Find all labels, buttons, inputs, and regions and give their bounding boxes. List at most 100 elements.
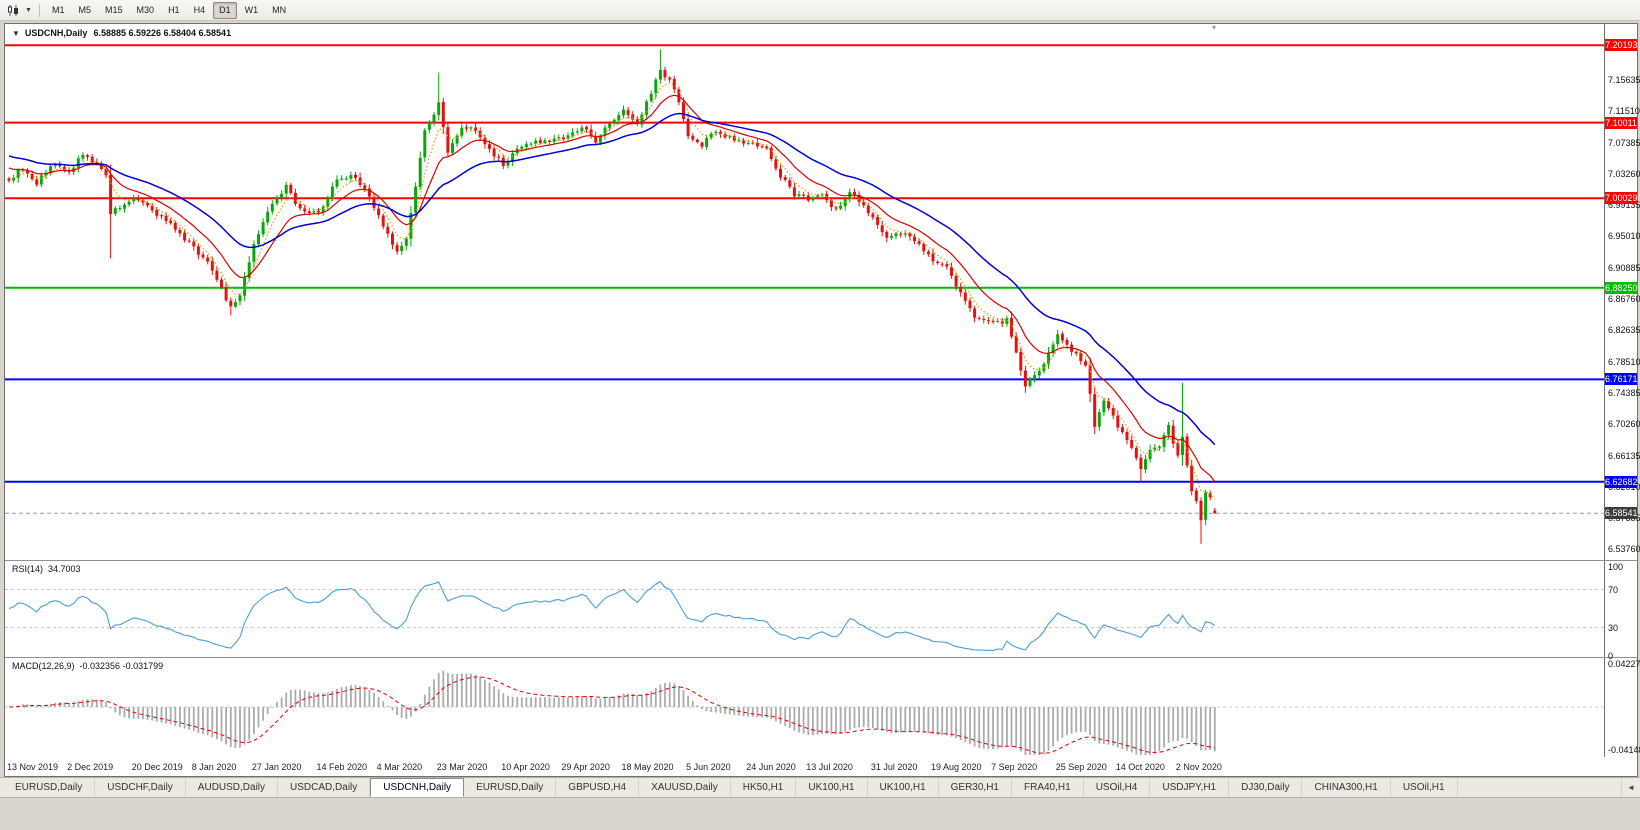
date-axis-label: 18 May 2020 (621, 762, 674, 772)
macd-axis-max: 0.042275 (1608, 659, 1640, 669)
price-axis-tick: 6.66135 (1608, 450, 1640, 461)
chart-tab-fra40-h1[interactable]: FRA40,H1 (1012, 778, 1084, 797)
chart-window: ▼ USDCNH,Daily 6.58885 6.59226 6.58404 6… (4, 23, 1640, 777)
price-level-tag: 6.62682 (1605, 475, 1638, 488)
macd-histogram (12, 670, 1216, 755)
symbol-period-label: USDCNH,Daily (24, 28, 88, 38)
window-bottom-area (0, 798, 1640, 830)
date-axis-label: 2 Dec 2019 (67, 762, 114, 772)
timeframe-buttons: M1 M5 M15 M30 H1 H4 D1 W1 MN (45, 0, 293, 20)
rsi-value: 34.7003 (48, 564, 81, 574)
date-axis-label: 13 Nov 2019 (7, 762, 59, 772)
date-axis-label: 10 Apr 2020 (501, 762, 550, 772)
chart-tab-uk100-h1[interactable]: UK100,H1 (796, 778, 868, 797)
tab-scroll-left-button[interactable]: ◄ (1621, 778, 1640, 797)
chart-tab-usdchf-daily[interactable]: USDCHF,Daily (95, 778, 186, 797)
rsi-axis-tick: 0 (1608, 651, 1614, 661)
chart-tab-gbpusd-h4[interactable]: GBPUSD,H4 (556, 778, 640, 797)
date-axis-label: 19 Aug 2020 (931, 762, 982, 772)
price-axis-tick: 6.74385 (1608, 387, 1640, 398)
chart-tab-xauusd-daily[interactable]: XAUUSD,Daily (639, 778, 731, 797)
timeframe-button-h1[interactable]: H1 (168, 5, 180, 15)
price-axis-tick: 7.11510 (1608, 106, 1640, 117)
pane-separator-rsi[interactable] (5, 560, 1637, 561)
date-axis-label: 2 Nov 2020 (1175, 762, 1222, 772)
chart-tab-ger30-h1[interactable]: GER30,H1 (939, 778, 1012, 797)
chart-shift-marker[interactable]: ▾ (1212, 23, 1217, 32)
date-axis-label: 14 Feb 2020 (316, 762, 368, 772)
chart-tab-hk50-h1[interactable]: HK50,H1 (731, 778, 797, 797)
price-axis-tick: 6.82635 (1608, 325, 1640, 336)
price-level-tag: 7.00029 (1605, 192, 1638, 205)
price-axis-tick: 7.15635 (1608, 74, 1640, 85)
price-axis-tick: 6.86760 (1608, 294, 1640, 304)
price-level-tag: 7.10011 (1605, 116, 1637, 129)
chart-tab-usdcad-daily[interactable]: USDCAD,Daily (278, 778, 371, 797)
date-axis-label: 8 Jan 2020 (191, 762, 237, 772)
chevron-down-icon[interactable]: ▼ (25, 6, 32, 14)
candlestick-chart-icon[interactable] (3, 2, 23, 19)
timeframe-button-m15[interactable]: M15 (105, 5, 123, 15)
price-chart-canvas[interactable] (5, 24, 1604, 757)
date-axis-label: 23 Mar 2020 (436, 762, 488, 772)
price-axis-tick: 7.03260 (1608, 168, 1640, 179)
chart-tab-audusd-daily[interactable]: AUDUSD,Daily (186, 778, 279, 797)
toolbar-separator (39, 3, 40, 17)
chart-tabs-bar: EURUSD,Daily USDCHF,Daily AUDUSD,Daily USDC… (0, 777, 1640, 798)
macd-axis-min: -0.041485 (1608, 745, 1640, 755)
date-axis-label: 7 Sep 2020 (991, 762, 1038, 772)
chart-tab-eurusd-daily[interactable]: EURUSD,Daily (3, 778, 96, 797)
pane-separator-macd[interactable] (5, 657, 1637, 658)
date-axis-label: 29 Apr 2020 (561, 762, 610, 772)
moving-average-5 (8, 82, 1216, 501)
rsi-name: RSI(14) (12, 564, 44, 574)
rsi-axis-tick: 30 (1608, 622, 1619, 633)
chart-tab-eurusd-daily[interactable]: EURUSD,Daily (464, 778, 557, 797)
macd-signal-line (8, 676, 1215, 754)
price-level-tag: 6.76171 (1605, 373, 1638, 386)
chart-tab-usdjpy-h1[interactable]: USDJPY,H1 (1150, 778, 1230, 797)
timeframe-button-d1[interactable]: D1 (213, 1, 237, 19)
timeframe-button-m5[interactable]: M5 (78, 5, 92, 15)
date-axis-label: 24 Jun 2020 (746, 762, 796, 772)
price-axis-line (1604, 24, 1605, 757)
timeframe-button-w1[interactable]: W1 (244, 5, 259, 15)
triangle-down-icon[interactable]: ▼ (12, 28, 20, 38)
chart-title: ▼ USDCNH,Daily 6.58885 6.59226 6.58404 6… (12, 28, 231, 38)
price-axis-tick: 6.78510 (1608, 356, 1640, 367)
macd-values: -0.032356 -0.031799 (79, 661, 164, 671)
chart-tab-usoil-h1[interactable]: USOil,H1 (1391, 778, 1458, 797)
current-price-tag: 6.58541 (1605, 507, 1638, 520)
chart-tab-china300-h1[interactable]: CHINA300,H1 (1302, 778, 1391, 797)
macd-label: MACD(12,26,9) -0.032356 -0.031799 (12, 661, 163, 671)
chart-tab-uk100-h1[interactable]: UK100,H1 (868, 778, 939, 797)
price-axis-tick: 7.07385 (1608, 137, 1640, 148)
price-axis-tick: 6.53760 (1608, 544, 1640, 555)
timeframe-button-m30[interactable]: M30 (136, 5, 155, 15)
price-axis-tick: 6.99135 (1608, 200, 1640, 211)
toolbar: ▼ M1 M5 M15 M30 H1 H4 D1 W1 MN (0, 0, 1640, 21)
price-level-tag: 6.88250 (1605, 281, 1638, 294)
date-axis-label: 25 Sep 2020 (1055, 762, 1107, 772)
moving-average-30 (8, 112, 1216, 446)
rsi-axis-tick: 100 (1608, 562, 1624, 572)
rsi-label: RSI(14) 34.7003 (12, 564, 81, 574)
chart-tab-dj30-daily[interactable]: DJ30,Daily (1229, 778, 1303, 797)
rsi-axis-tick: 70 (1608, 584, 1619, 595)
macd-name: MACD(12,26,9) (12, 661, 75, 671)
ohlc-values: 6.58885 6.59226 6.58404 6.58541 (93, 28, 232, 38)
timeframe-button-h4[interactable]: H4 (193, 5, 206, 15)
timeframe-button-mn[interactable]: MN (272, 5, 287, 15)
price-level-tag: 7.20193 (1605, 39, 1638, 52)
date-axis-label: 14 Oct 2020 (1115, 762, 1165, 772)
date-axis[interactable]: 13 Nov 2019 2 Dec 2019 20 Dec 2019 8 Jan 20… (5, 758, 1604, 776)
chart-tab-usoil-h4[interactable]: USOil,H4 (1084, 778, 1151, 797)
date-axis-label: 13 Jul 2020 (806, 762, 853, 772)
price-axis-tick: 6.70260 (1608, 419, 1640, 430)
moving-average-12 (8, 94, 1216, 482)
date-axis-label: 20 Dec 2019 (131, 762, 183, 772)
timeframe-button-m1[interactable]: M1 (52, 5, 65, 15)
date-axis-label: 4 Mar 2020 (376, 762, 423, 772)
price-axis-tick: 6.90885 (1608, 262, 1640, 273)
chart-tab-usdcnh-daily[interactable]: USDCNH,Daily (370, 778, 465, 797)
